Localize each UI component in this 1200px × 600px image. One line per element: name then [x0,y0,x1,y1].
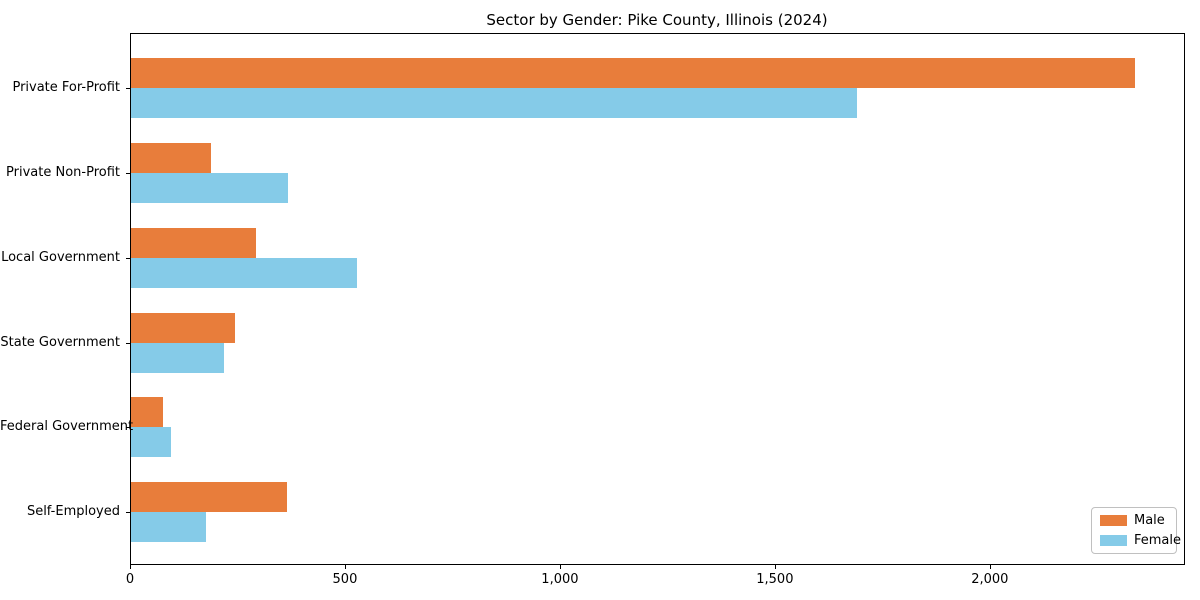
y-tick-mark [126,342,130,344]
y-tick-label: State Government [0,334,120,350]
bar-female [131,427,171,458]
legend-label-male: Male [1134,513,1165,528]
bar-male [131,312,235,343]
y-tick-label: Federal Government [0,419,134,435]
legend: Male Female [1091,507,1181,554]
plot-area [130,33,1185,565]
x-tick-label: 1,500 [756,572,794,587]
y-tick-mark [126,172,130,174]
x-tick-label: 500 [332,572,358,587]
legend-item-male: Male [1100,513,1168,528]
bar-female [131,342,225,373]
y-tick-mark [126,257,130,259]
x-tick-mark [559,565,561,569]
x-tick-mark [989,565,991,569]
x-tick-mark [130,565,131,569]
bar-male [131,227,256,258]
x-tick-label: 1,000 [541,572,579,587]
bar-female [131,88,857,118]
y-tick-label: Self-Employed [26,504,120,520]
y-tick-label: Private For-Profit [12,80,120,95]
x-tick-label: 2,000 [971,572,1009,587]
bar-male [131,397,164,428]
bar-female [131,257,357,288]
y-tick-label: Local Government [1,249,120,265]
x-tick-label: 0 [125,572,135,587]
bar-male [131,142,211,173]
chart-title: Sector by Gender: Pike County, Illinois … [486,11,828,29]
y-tick-mark [126,88,130,89]
y-tick-mark [126,427,130,429]
male-series-swatch [1100,515,1127,526]
x-tick-mark [774,565,776,569]
legend-label-female: Female [1134,533,1182,548]
bar-female [131,172,288,203]
y-tick-label: Private Non-Profit [6,164,120,180]
female-series-swatch [1100,535,1127,546]
bar-female [131,512,207,543]
legend-item-female: Female [1100,533,1181,548]
x-tick-mark [344,565,346,569]
y-tick-mark [126,512,130,514]
bar-male [131,482,288,513]
bar-male [131,58,1135,88]
